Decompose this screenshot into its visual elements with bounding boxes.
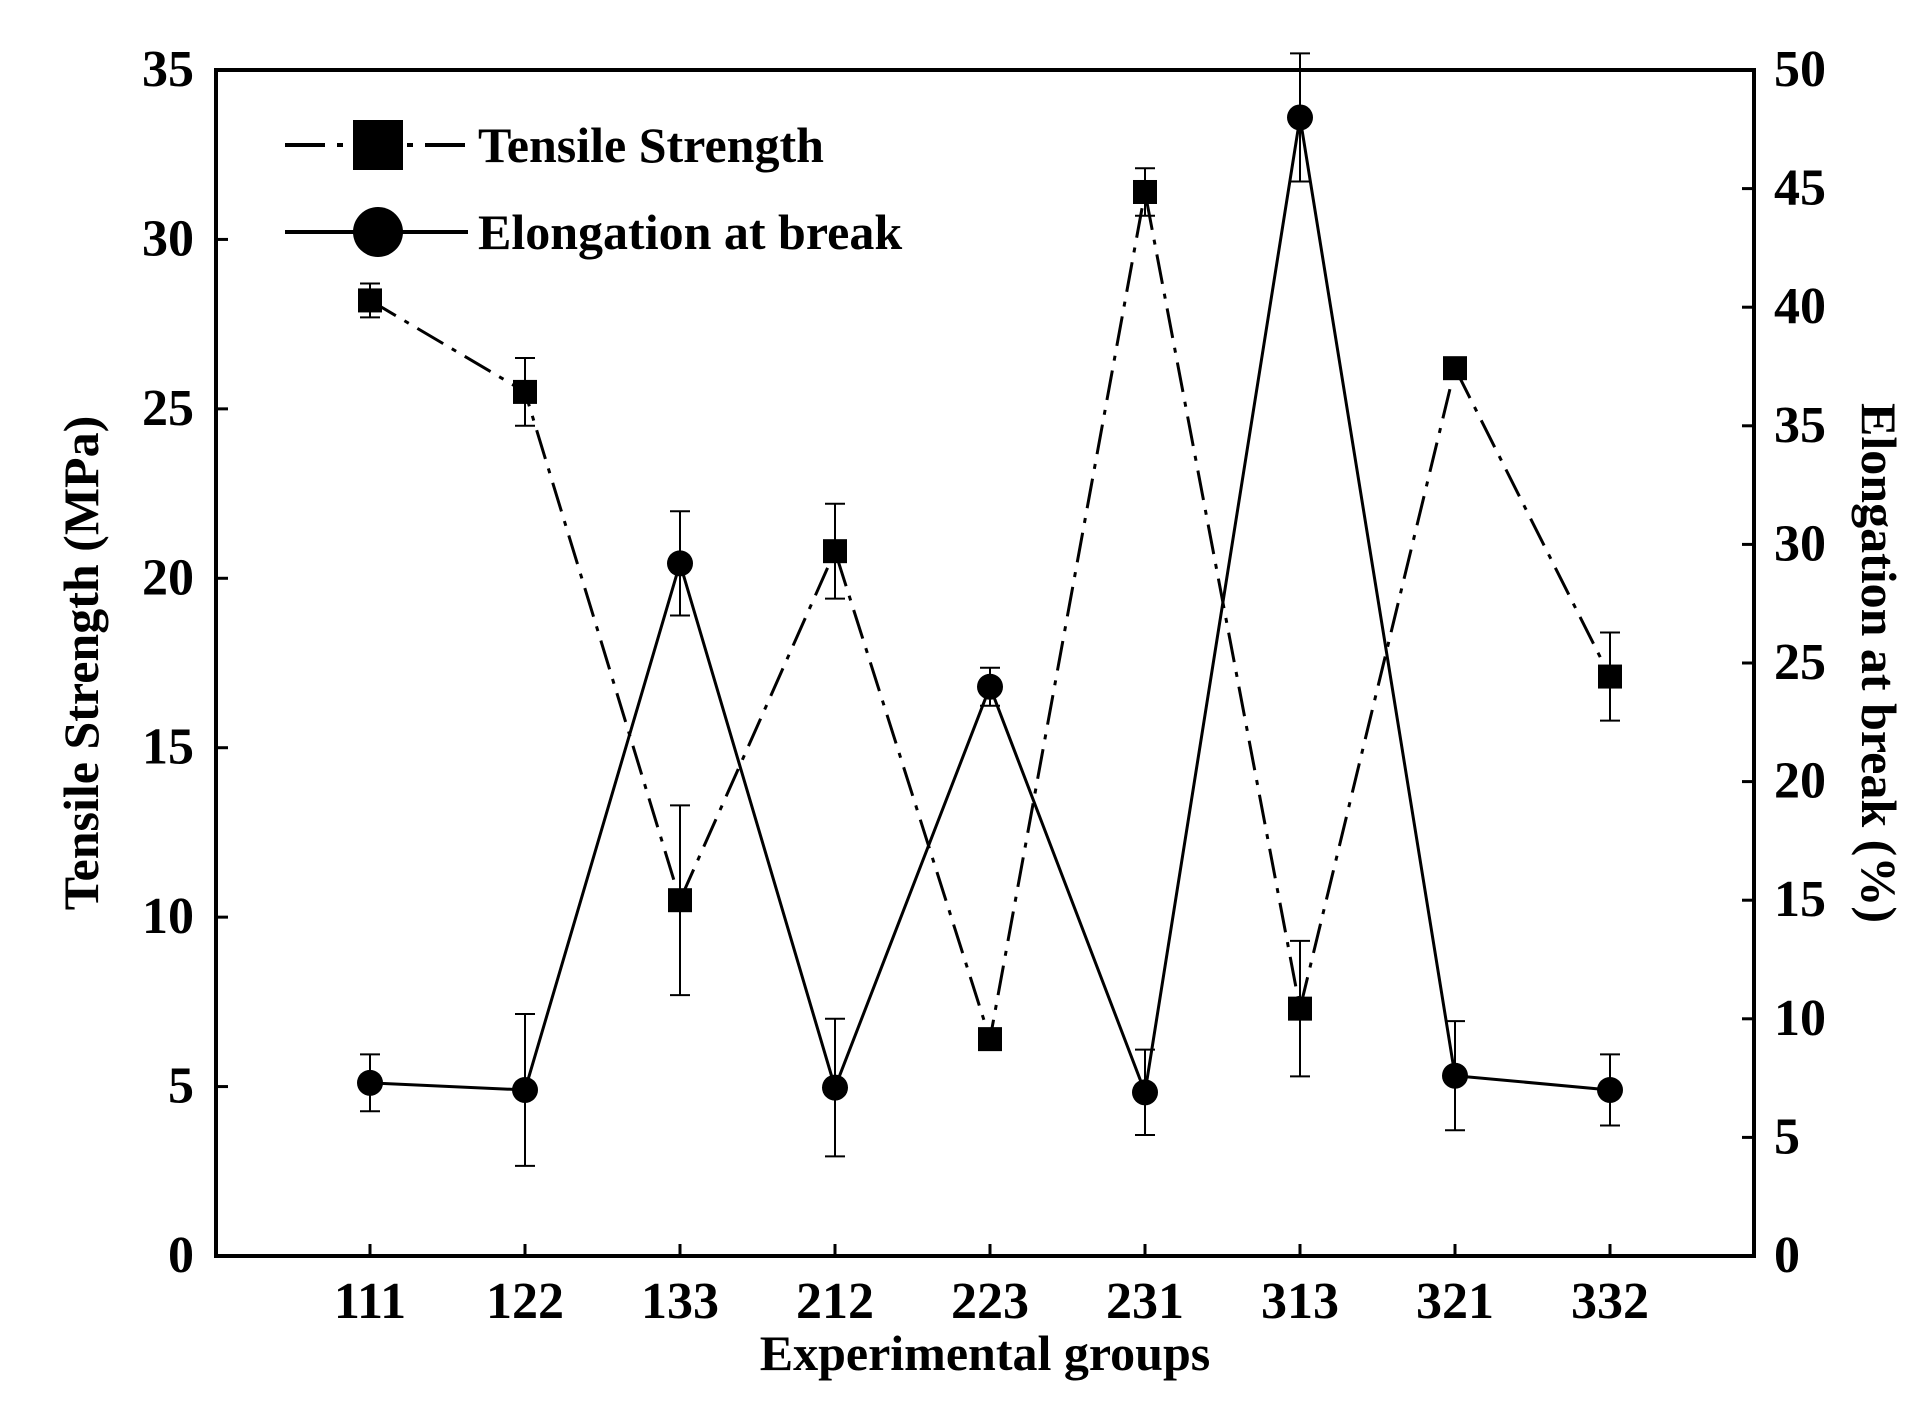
y2-tick-label: 0 [1774, 1227, 1800, 1284]
x-tick-label: 332 [1571, 1273, 1649, 1330]
y2-tick-label: 20 [1774, 753, 1826, 810]
elongation-at-break-point [1442, 1062, 1468, 1089]
x-tick-label: 231 [1106, 1273, 1184, 1330]
y-tick-label: 35 [142, 41, 194, 98]
elongation-at-break-point [977, 673, 1003, 700]
tensile-strength-point [1133, 179, 1157, 204]
legend: Tensile Strength Elongation at break [285, 117, 902, 260]
y2-tick-label: 15 [1774, 871, 1826, 928]
y2-tick-label: 35 [1774, 397, 1826, 454]
y-axis-title: Tensile Strength (MPa) [53, 416, 109, 910]
y2-tick-label: 30 [1774, 515, 1826, 572]
y-tick-label: 15 [142, 719, 194, 776]
right-axis-ticks: 0 5 10 15 20 25 30 35 40 45 50 [1742, 41, 1826, 1284]
series-layer [357, 52, 1623, 1167]
x-tick-label: 122 [486, 1273, 564, 1330]
elongation-at-break-point [1132, 1079, 1158, 1106]
legend-marker-elongation [353, 207, 403, 257]
y2-tick-label: 40 [1774, 278, 1826, 335]
legend-marker-tensile [353, 120, 403, 170]
elongation-at-break-point [357, 1069, 383, 1096]
x-tick-label: 313 [1261, 1273, 1339, 1330]
tensile-strength-point [358, 288, 382, 313]
tensile-strength-point [978, 1027, 1002, 1052]
legend-label-elongation: Elongation at break [478, 204, 902, 260]
y-tick-label: 5 [168, 1058, 194, 1115]
y2-tick-label: 10 [1774, 990, 1826, 1047]
elongation-at-break-line [369, 117, 1611, 1099]
tensile-strength-line [369, 191, 1612, 1040]
tensile-strength-point [1443, 356, 1467, 381]
x-axis-ticks: 111 122 133 212 223 231 313 321 332 [334, 1244, 1649, 1330]
tensile-strength-point [1598, 664, 1622, 689]
elongation-at-break-point [822, 1074, 848, 1101]
tensile-strength-point [1288, 996, 1312, 1021]
x-axis-title: Experimental groups [760, 1325, 1211, 1381]
y2-tick-label: 50 [1774, 41, 1826, 98]
elongation-at-break-point [667, 550, 693, 577]
elongation-at-break-point [512, 1076, 538, 1103]
left-axis-ticks: 0 5 10 15 20 25 30 35 [142, 41, 228, 1284]
x-tick-label: 321 [1416, 1273, 1494, 1330]
x-tick-label: 111 [334, 1273, 406, 1330]
elongation-at-break-point [1597, 1076, 1623, 1103]
y2-tick-label: 25 [1774, 634, 1826, 691]
y2-tick-label: 5 [1774, 1108, 1800, 1165]
y-tick-label: 30 [142, 210, 194, 267]
y2-tick-label: 45 [1774, 160, 1826, 217]
y-tick-label: 25 [142, 380, 194, 437]
x-tick-label: 223 [951, 1273, 1029, 1330]
x-tick-label: 133 [641, 1273, 719, 1330]
tensile-strength-point [823, 539, 847, 564]
legend-label-tensile: Tensile Strength [478, 117, 824, 173]
y-tick-label: 20 [142, 549, 194, 606]
elongation-at-break-point [1287, 104, 1313, 131]
y-tick-label: 0 [168, 1227, 194, 1284]
tensile-strength-point [513, 379, 537, 404]
y2-axis-title: Elongation at break (%) [1851, 403, 1907, 923]
x-tick-label: 212 [796, 1273, 874, 1330]
y-tick-label: 10 [142, 888, 194, 945]
plot-frame [214, 68, 1756, 1258]
tensile-strength-point [668, 888, 692, 913]
